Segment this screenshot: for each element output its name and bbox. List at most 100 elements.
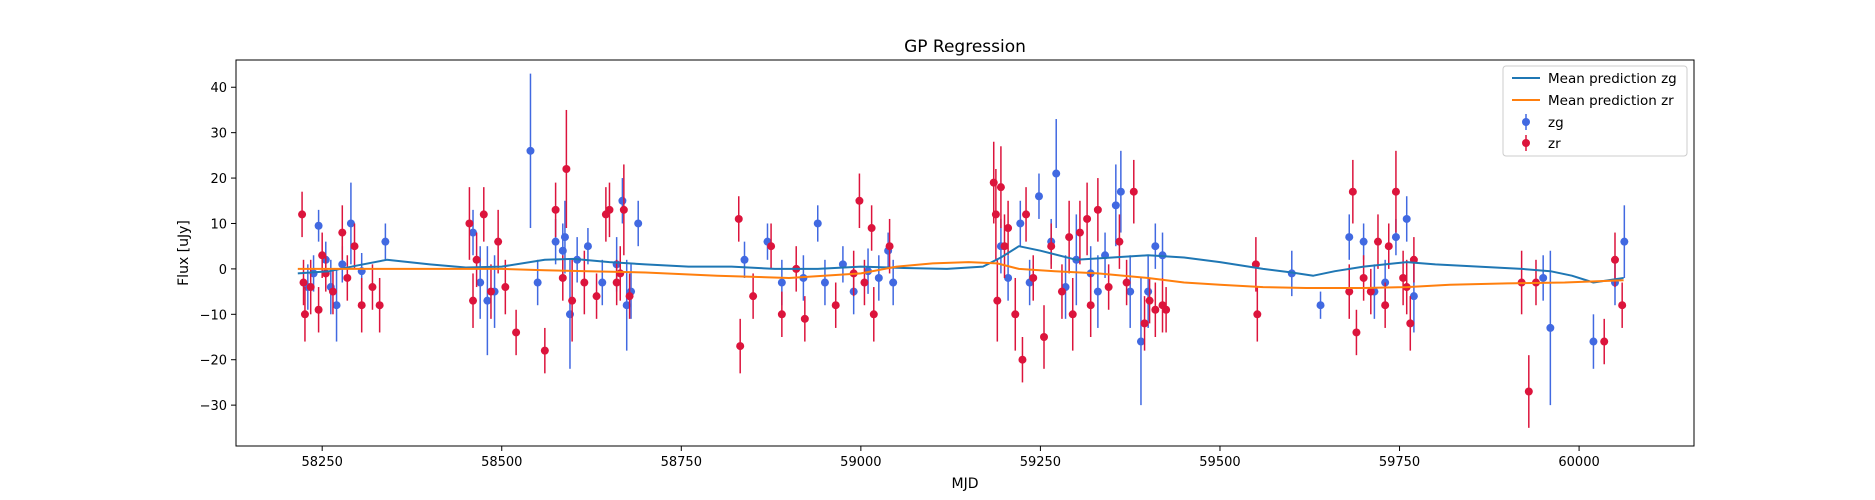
y-tick-label: 10 [210, 217, 227, 232]
zr-point [1018, 356, 1026, 364]
zr-point [358, 301, 366, 309]
zr-point [552, 206, 560, 214]
plot-frame [236, 60, 1694, 446]
zg-errorbars [304, 74, 1629, 406]
zr-point [1360, 274, 1368, 282]
x-tick-label: 58750 [661, 455, 702, 470]
zr-point [1162, 306, 1170, 314]
zr-point [501, 283, 509, 291]
zr-point [329, 288, 337, 296]
zr-point [749, 292, 757, 300]
zg-point [1035, 192, 1043, 200]
y-axis-label: Flux [uJy] [176, 220, 192, 286]
zr-point [993, 297, 1001, 305]
zr-point [301, 310, 309, 318]
legend-label-zr-points: zr [1548, 136, 1561, 152]
zr-point [605, 206, 613, 214]
zr-point [1123, 279, 1131, 287]
zr-point [620, 206, 628, 214]
zr-point [1352, 328, 1360, 336]
zr-point [1076, 229, 1084, 237]
zg-point [1620, 238, 1628, 246]
zg-mean-line [298, 246, 1624, 282]
zg-point [1539, 274, 1547, 282]
zr-point [580, 279, 588, 287]
zr-point [473, 256, 481, 264]
zr-point [465, 219, 473, 227]
zr-point [494, 238, 502, 246]
zg-point [618, 197, 626, 205]
zr-point [568, 297, 576, 305]
legend-label-zr-line: Mean prediction zr [1548, 93, 1674, 109]
zr-point [997, 183, 1005, 191]
x-tick-label: 59750 [1379, 455, 1420, 470]
zg-point [821, 279, 829, 287]
zg-point [526, 147, 534, 155]
zr-point [1399, 274, 1407, 282]
zr-point [778, 310, 786, 318]
legend-swatch-zg-points [1522, 118, 1530, 126]
zr-point [1618, 301, 1626, 309]
zr-point [1083, 215, 1091, 223]
zr-point [300, 279, 308, 287]
y-tick-label: 0 [219, 263, 227, 278]
zg-point [1546, 324, 1554, 332]
y-tick-label: −30 [200, 399, 227, 414]
zr-point [562, 165, 570, 173]
zg-point [1126, 288, 1134, 296]
legend: Mean prediction zg Mean prediction zr zg… [1503, 66, 1687, 156]
zr-point [1001, 242, 1009, 250]
zr-point [1525, 388, 1533, 396]
zg-point [1410, 292, 1418, 300]
zr-point [1047, 242, 1055, 250]
zr-point [1065, 233, 1073, 241]
zr-point [1349, 188, 1357, 196]
zg-point [875, 274, 883, 282]
zg-point [1392, 233, 1400, 241]
zr-point [1040, 333, 1048, 341]
zr-point [1406, 319, 1414, 327]
zr-point [1130, 188, 1138, 196]
zg-point [1117, 188, 1125, 196]
chart-title: GP Regression [904, 37, 1026, 57]
x-tick-label: 59500 [1199, 455, 1240, 470]
zr-point [559, 274, 567, 282]
zr-point [1029, 274, 1037, 282]
zg-point [347, 219, 355, 227]
zr-point [801, 315, 809, 323]
zr-point [343, 274, 351, 282]
zg-point [476, 279, 484, 287]
zr-point [735, 215, 743, 223]
zr-point [1141, 319, 1149, 327]
zr-point [541, 347, 549, 355]
zr-point [1022, 210, 1030, 218]
zr-point [868, 224, 876, 232]
zr-point [307, 283, 315, 291]
zr-point [338, 229, 346, 237]
zr-point [860, 279, 868, 287]
zg-point [584, 242, 592, 250]
zg-point [333, 301, 341, 309]
zr-point [832, 301, 840, 309]
zg-point [814, 219, 822, 227]
zr-point [1385, 242, 1393, 250]
zg-point [1144, 288, 1152, 296]
zr-point [1087, 301, 1095, 309]
y-axis: −30−20−10010203040 [200, 81, 236, 414]
x-tick-label: 59000 [840, 455, 881, 470]
x-tick-label: 60000 [1558, 455, 1599, 470]
x-tick-label: 58250 [302, 455, 343, 470]
zr-point [855, 197, 863, 205]
y-tick-label: 30 [210, 127, 227, 142]
zr-point [298, 210, 306, 218]
zg-point [469, 229, 477, 237]
zr-point [616, 269, 624, 277]
zr-point [1011, 310, 1019, 318]
y-tick-label: −10 [200, 308, 227, 323]
zg-point [1345, 233, 1353, 241]
zg-point [561, 233, 569, 241]
x-tick-label: 58500 [481, 455, 522, 470]
zr-point [1600, 338, 1608, 346]
zr-point [368, 283, 376, 291]
